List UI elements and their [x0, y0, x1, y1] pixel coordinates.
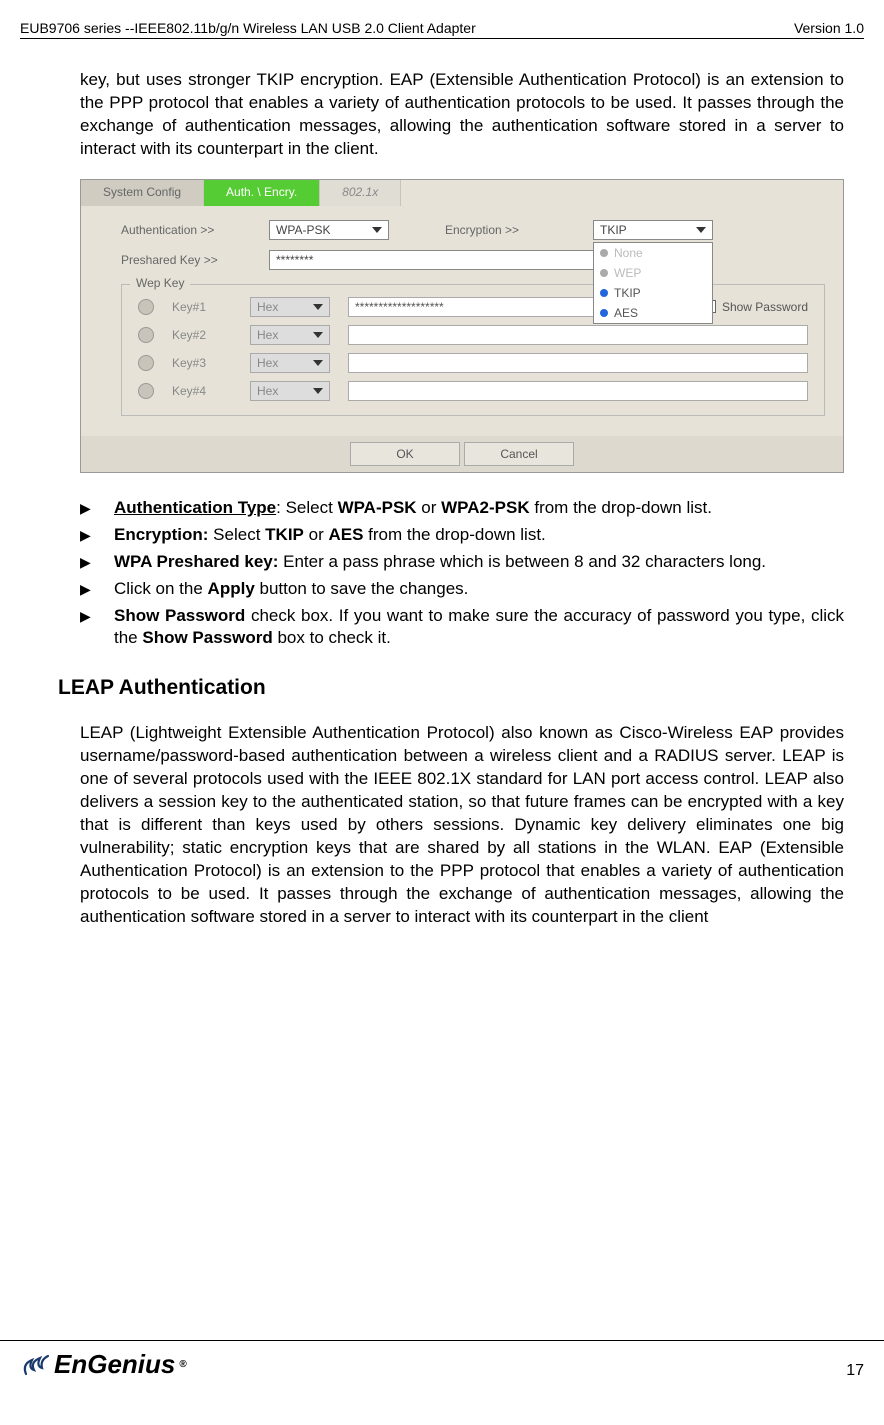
- chevron-down-icon: [313, 388, 323, 394]
- bullet-auth-type: ▶ Authentication Type: Select WPA-PSK or…: [80, 497, 844, 520]
- logo: EnGenius ®: [20, 1349, 187, 1380]
- arrow-icon: ▶: [80, 497, 114, 520]
- bullet-encryption: ▶ Encryption: Select TKIP or AES from th…: [80, 524, 844, 547]
- auth-select[interactable]: WPA-PSK: [269, 220, 389, 240]
- radio-key3[interactable]: [138, 355, 154, 371]
- radio-key2[interactable]: [138, 327, 154, 343]
- key3-format[interactable]: Hex: [250, 353, 330, 373]
- page-footer: EnGenius ® 17: [0, 1340, 884, 1380]
- logo-icon: [20, 1350, 50, 1380]
- tab-system-config[interactable]: System Config: [81, 180, 204, 206]
- chevron-down-icon: [313, 304, 323, 310]
- arrow-icon: ▶: [80, 551, 114, 574]
- page-number: 17: [846, 1362, 864, 1380]
- logo-text: EnGenius: [54, 1349, 175, 1380]
- tab-8021x[interactable]: 802.1x: [320, 180, 401, 206]
- button-row: OK Cancel: [81, 436, 843, 472]
- key3-label: Key#3: [172, 356, 232, 370]
- dot-icon: [600, 309, 608, 317]
- tab-auth-encry[interactable]: Auth. \ Encry.: [204, 180, 320, 206]
- radio-key1[interactable]: [138, 299, 154, 315]
- psk-label: Preshared Key >>: [121, 253, 261, 267]
- cancel-button[interactable]: Cancel: [464, 442, 574, 466]
- ok-button[interactable]: OK: [350, 442, 460, 466]
- wep-legend: Wep Key: [130, 276, 190, 290]
- dot-icon: [600, 249, 608, 257]
- key4-label: Key#4: [172, 384, 232, 398]
- bullet-psk: ▶ WPA Preshared key: Enter a pass phrase…: [80, 551, 844, 574]
- header-right: Version 1.0: [794, 20, 864, 36]
- arrow-icon: ▶: [80, 578, 114, 601]
- enc-opt-aes[interactable]: AES: [594, 303, 712, 323]
- chevron-down-icon: [313, 332, 323, 338]
- config-screenshot: System Config Auth. \ Encry. 802.1x Auth…: [80, 179, 844, 473]
- show-password-label: Show Password: [722, 300, 808, 314]
- key2-format[interactable]: Hex: [250, 325, 330, 345]
- key3-input[interactable]: [348, 353, 808, 373]
- wep-fieldset: Wep Key Key#1 Hex ******************* Sh…: [121, 284, 825, 416]
- bullet-list: ▶ Authentication Type: Select WPA-PSK or…: [20, 497, 864, 651]
- key4-input[interactable]: [348, 381, 808, 401]
- page-header: EUB9706 series --IEEE802.11b/g/n Wireles…: [20, 20, 864, 39]
- dot-icon: [600, 289, 608, 297]
- dot-icon: [600, 269, 608, 277]
- key2-label: Key#2: [172, 328, 232, 342]
- chevron-down-icon: [372, 227, 382, 233]
- bullet-apply: ▶ Click on the Apply button to save the …: [80, 578, 844, 601]
- leap-paragraph: LEAP (Lightweight Extensible Authenticat…: [20, 722, 864, 928]
- auth-value: WPA-PSK: [276, 223, 330, 237]
- enc-opt-none[interactable]: None: [594, 243, 712, 263]
- key1-label: Key#1: [172, 300, 232, 314]
- bullet-show-pw: ▶ Show Password check box. If you want t…: [80, 605, 844, 651]
- enc-select[interactable]: TKIP: [593, 220, 713, 240]
- show-password-check[interactable]: Show Password: [703, 300, 808, 314]
- auth-label: Authentication >>: [121, 223, 261, 237]
- arrow-icon: ▶: [80, 524, 114, 547]
- intro-paragraph: key, but uses stronger TKIP encryption. …: [20, 69, 864, 161]
- chevron-down-icon: [313, 360, 323, 366]
- key1-format[interactable]: Hex: [250, 297, 330, 317]
- radio-key4[interactable]: [138, 383, 154, 399]
- arrow-icon: ▶: [80, 605, 114, 651]
- enc-label: Encryption >>: [445, 223, 555, 237]
- enc-opt-tkip[interactable]: TKIP: [594, 283, 712, 303]
- enc-value: TKIP: [600, 223, 627, 237]
- key2-input[interactable]: [348, 325, 808, 345]
- tab-bar: System Config Auth. \ Encry. 802.1x: [81, 180, 843, 206]
- enc-opt-wep[interactable]: WEP: [594, 263, 712, 283]
- header-left: EUB9706 series --IEEE802.11b/g/n Wireles…: [20, 20, 476, 36]
- chevron-down-icon: [696, 227, 706, 233]
- key4-format[interactable]: Hex: [250, 381, 330, 401]
- enc-dropdown: None WEP TKIP AES: [593, 242, 713, 324]
- section-title: LEAP Authentication: [20, 676, 864, 700]
